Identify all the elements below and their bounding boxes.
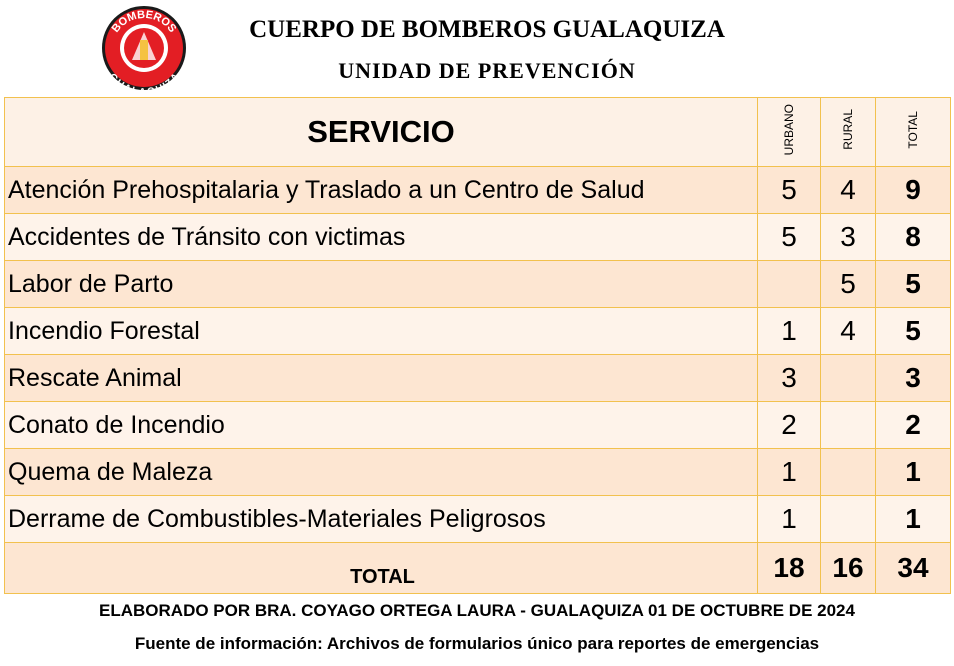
cell-value: 9 (875, 166, 951, 214)
cell-value: 4 (820, 166, 876, 214)
cell-label: Rescate Animal (4, 354, 758, 402)
title: CUERPO DE BOMBEROS GUALAQUIZA (249, 16, 725, 43)
cell-value (820, 448, 876, 496)
cell-label: Incendio Forestal (4, 307, 758, 355)
logo: BOMBEROS GUALAQUIZA (102, 6, 186, 92)
cell-value: 16 (820, 542, 876, 594)
table: SERVICIO URBANO RURAL TOTAL Atención Prehos… (4, 97, 951, 594)
table-row: TOTAL 18 16 34 (4, 542, 951, 594)
cell-label: TOTAL (4, 542, 758, 594)
cell-label: Quema de Maleza (4, 448, 758, 496)
table-row: Atención Prehospitalaria y Traslado a un… (4, 166, 951, 214)
cell-value (820, 354, 876, 402)
cell-value: 34 (875, 542, 951, 594)
cell-value: 5 (875, 307, 951, 355)
footer-credit: ELABORADO POR BRA. COYAGO ORTEGA LAURA -… (99, 601, 855, 620)
table-row: Quema de Maleza 1 1 (4, 448, 951, 496)
cell-label: Accidentes de Tránsito con victimas (4, 213, 758, 261)
table-row: Incendio Forestal 1 4 5 (4, 307, 951, 355)
cell-value: 1 (757, 495, 821, 543)
cell-label: Conato de Incendio (4, 401, 758, 449)
cell-value: 2 (875, 401, 951, 449)
table-row: Labor de Parto 5 5 (4, 260, 951, 308)
cell-value: 5 (757, 166, 821, 214)
cell-value: 2 (757, 401, 821, 449)
cell-label: Labor de Parto (4, 260, 758, 308)
cell-value (820, 495, 876, 543)
cell-value: 8 (875, 213, 951, 261)
cell-label: Atención Prehospitalaria y Traslado a un… (4, 166, 758, 214)
column-header-text: RURAL (841, 109, 855, 150)
cell-value (757, 260, 821, 308)
column-header: RURAL (820, 97, 876, 167)
cell-value (820, 401, 876, 449)
footer-source: Fuente de información: Archivos de formu… (134, 634, 820, 653)
cell-value: 1 (757, 307, 821, 355)
column-header: SERVICIO (4, 97, 758, 167)
header-row: SERVICIO URBANO RURAL TOTAL (4, 97, 951, 167)
cell-value: 3 (820, 213, 876, 261)
cell-value: 3 (757, 354, 821, 402)
column-header: URBANO (757, 97, 821, 167)
table-row: Derrame de Combustibles-Materiales Pelig… (4, 495, 951, 543)
cell-value: 4 (820, 307, 876, 355)
table-row: Rescate Animal 3 3 (4, 354, 951, 402)
cell-value: 1 (757, 448, 821, 496)
cell-value: 5 (875, 260, 951, 308)
column-header-text: TOTAL (906, 110, 920, 149)
cell-value: 5 (820, 260, 876, 308)
cell-value: 18 (757, 542, 821, 594)
cell-value: 3 (875, 354, 951, 402)
column-header: TOTAL (875, 97, 951, 167)
table-row: Accidentes de Tránsito con victimas 5 3 8 (4, 213, 951, 261)
table-row: Conato de Incendio 2 2 (4, 401, 951, 449)
cell-label: Derrame de Combustibles-Materiales Pelig… (4, 495, 758, 543)
cell-value: 1 (875, 495, 951, 543)
cell-value: 1 (875, 448, 951, 496)
cell-value: 5 (757, 213, 821, 261)
subtitle: UNIDAD DE PREVENCIÓN (338, 58, 636, 83)
column-header-text: URBANO (782, 103, 796, 156)
